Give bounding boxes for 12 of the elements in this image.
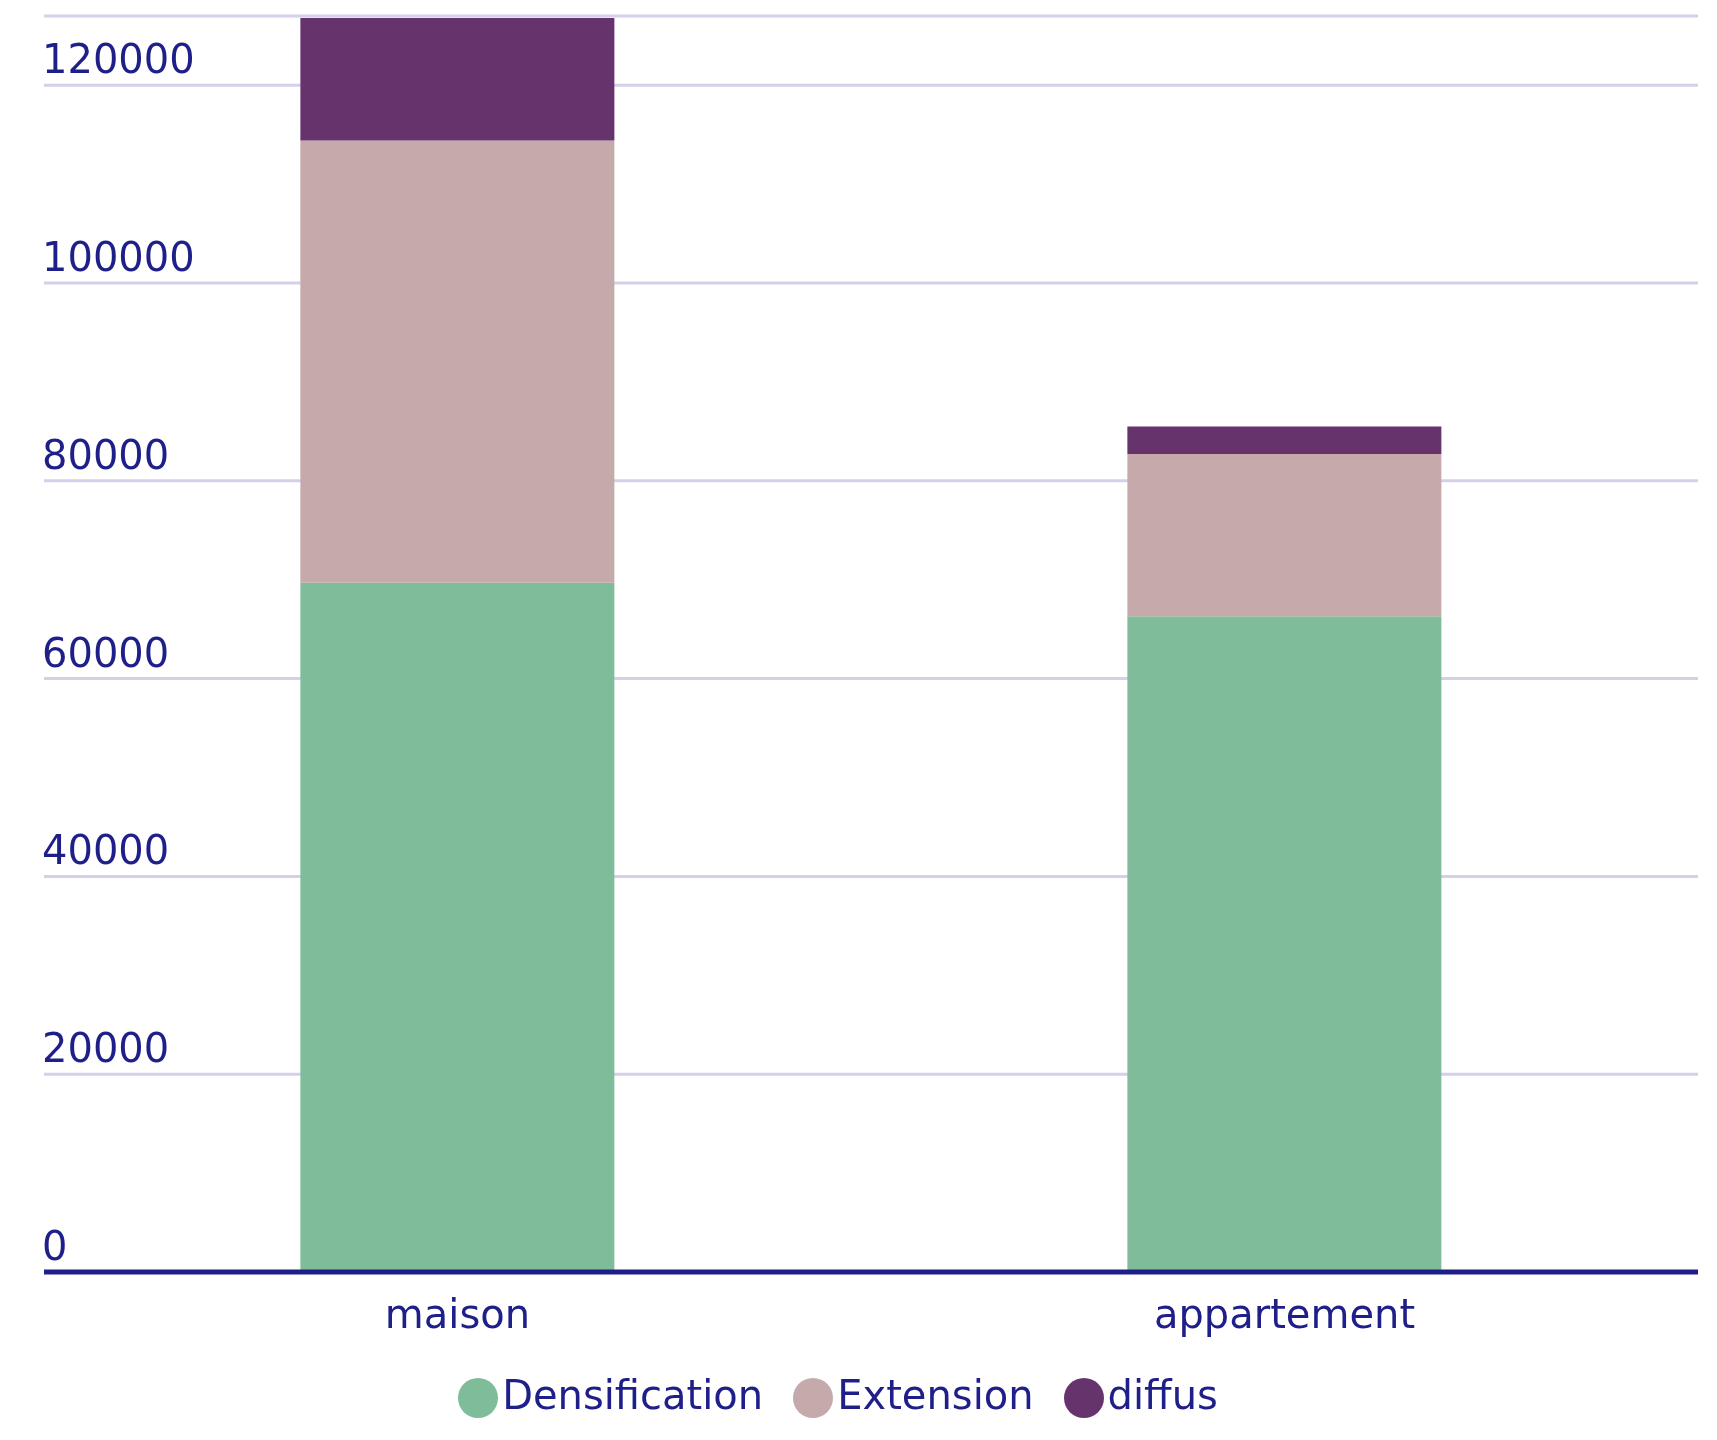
legend-label: Densification — [502, 1372, 764, 1418]
y-tick-label: 100000 — [42, 234, 195, 281]
y-tick-label: 60000 — [42, 629, 170, 676]
x-tick-label: maison — [384, 1291, 531, 1338]
y-tick-label: 20000 — [42, 1025, 170, 1072]
y-tick-label: 120000 — [42, 36, 195, 83]
y-tick-label: 0 — [42, 1223, 68, 1269]
y-tick-label: 40000 — [42, 827, 170, 874]
y-tick-label: 80000 — [42, 431, 170, 478]
x-tick-label: appartement — [1153, 1291, 1416, 1338]
legend-label: Extension — [837, 1372, 1034, 1418]
legend-label: diffus — [1107, 1372, 1218, 1418]
